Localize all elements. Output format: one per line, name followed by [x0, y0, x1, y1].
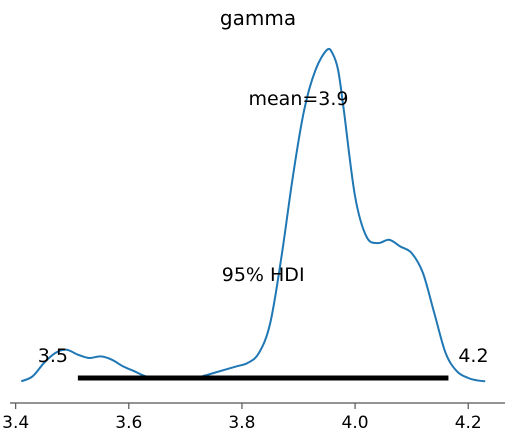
x-tick-label: 4.0 — [342, 413, 369, 433]
x-ticks: 3.4 3.6 3.8 4.0 4.2 — [2, 403, 482, 433]
x-tick-label: 3.8 — [228, 413, 255, 433]
density-curve — [20, 47, 486, 383]
x-tick-label: 4.2 — [455, 413, 482, 433]
hdi-high-label: 4.2 — [458, 345, 488, 367]
x-tick-label: 3.4 — [2, 413, 29, 433]
x-tick-label: 3.6 — [115, 413, 142, 433]
hdi-label: 95% HDI — [222, 264, 305, 286]
hdi-low-label: 3.5 — [38, 345, 68, 367]
plot-area — [20, 47, 486, 383]
chart-title: gamma — [220, 6, 296, 30]
x-axis: 3.4 3.6 3.8 4.0 4.2 — [2, 402, 505, 433]
mean-label: mean=3.9 — [248, 88, 348, 110]
